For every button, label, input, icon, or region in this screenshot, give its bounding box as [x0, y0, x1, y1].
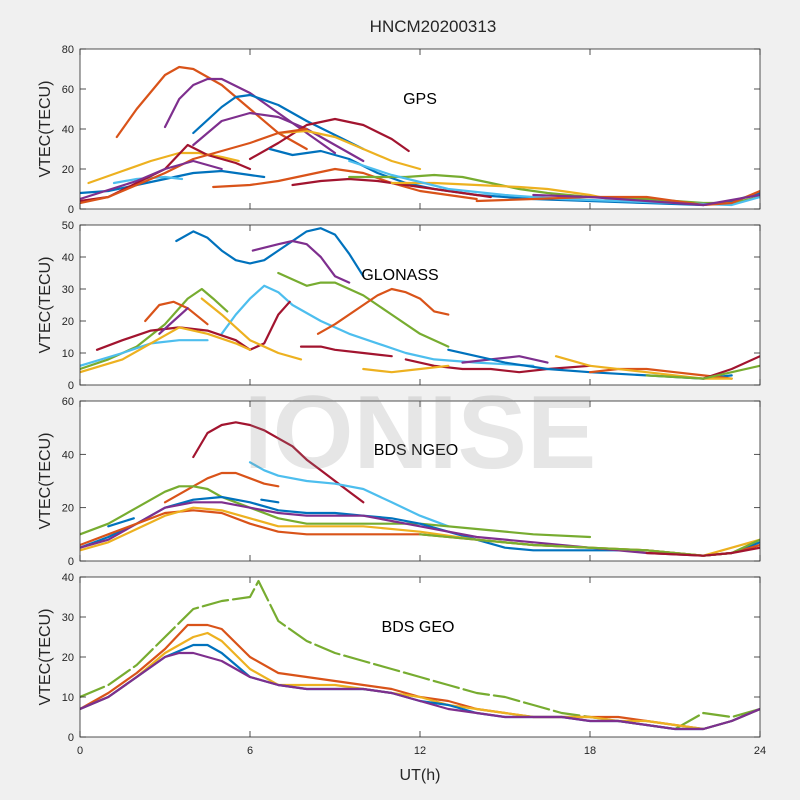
- series-line: [362, 364, 450, 374]
- series-line: [80, 651, 760, 731]
- constellation-label: GLONASS: [361, 267, 438, 284]
- series-line: [251, 239, 351, 284]
- series-line: [80, 326, 252, 374]
- series-line: [80, 579, 760, 731]
- series-group: [80, 579, 760, 731]
- y-tick-label: 30: [62, 284, 74, 296]
- y-tick-label: 50: [62, 220, 74, 232]
- series-line: [248, 461, 450, 528]
- series-line: [163, 471, 280, 504]
- y-tick-label: 40: [62, 124, 74, 136]
- series-line: [390, 181, 620, 203]
- y-tick-label: 0: [68, 380, 74, 392]
- series-line: [175, 227, 365, 278]
- subplot-4: 0 10 20 30 40 0 6 12 18 24 VTEC(TECU) BDS GEO: [37, 572, 766, 757]
- x-axis-label: UT(h): [400, 767, 441, 784]
- series-line: [80, 169, 266, 195]
- series-line: [192, 93, 365, 151]
- y-tick-label: 60: [62, 84, 74, 96]
- series-line: [248, 117, 410, 161]
- y-tick-label: 10: [62, 692, 74, 704]
- y-tick-label: 10: [62, 348, 74, 360]
- y-tick-label: 20: [62, 652, 74, 664]
- y-tick-label: 20: [62, 503, 74, 515]
- y-axis-label: VTEC(TECU): [37, 609, 54, 706]
- series-line: [277, 129, 422, 171]
- y-tick-label: 0: [68, 204, 74, 216]
- series-line: [80, 501, 760, 557]
- y-tick-label: 0: [68, 556, 74, 568]
- series-group: [80, 421, 760, 557]
- series-line: [277, 271, 450, 348]
- figure-title: HNCM20200313: [370, 17, 497, 36]
- series-line: [554, 355, 733, 380]
- series-line: [532, 193, 760, 207]
- series-line: [316, 287, 450, 335]
- plot-area: [80, 225, 760, 385]
- series-line: [212, 167, 478, 201]
- plot-area: [80, 577, 760, 737]
- watermark: IONISE: [244, 375, 597, 491]
- subplot-2: 0 10 20 30 40 50 VTEC(TECU) GLONASS: [37, 220, 761, 392]
- series-line: [192, 421, 365, 504]
- series-line: [461, 355, 549, 364]
- series-line: [645, 364, 760, 380]
- series-line: [144, 300, 209, 326]
- series-line: [158, 307, 189, 335]
- x-tick-label: 24: [754, 745, 766, 757]
- series-line: [80, 287, 229, 371]
- series-line: [248, 300, 291, 351]
- y-tick-label: 40: [62, 252, 74, 264]
- series-line: [107, 517, 135, 528]
- y-tick-label: 20: [62, 164, 74, 176]
- y-axis-label: VTEC(TECU): [37, 81, 54, 178]
- series-line: [645, 546, 760, 557]
- series-line: [475, 189, 760, 207]
- x-tick-label: 6: [247, 745, 253, 757]
- series-line: [163, 77, 337, 155]
- series-line: [80, 631, 760, 731]
- y-axis-label: VTEC(TECU): [37, 433, 54, 530]
- series-line: [220, 284, 535, 367]
- constellation-label: BDS GEO: [382, 619, 455, 636]
- series-group: [80, 227, 760, 380]
- y-tick-label: 60: [62, 396, 74, 408]
- y-tick-label: 0: [68, 732, 74, 744]
- x-tick-label: 0: [77, 745, 83, 757]
- constellation-label: GPS: [403, 91, 437, 108]
- series-line: [299, 345, 393, 358]
- y-axis-label: VTEC(TECU): [37, 257, 54, 354]
- series-line: [260, 498, 280, 504]
- y-tick-label: 40: [62, 449, 74, 461]
- series-group: [80, 65, 760, 207]
- series-line: [192, 111, 365, 163]
- series-line: [80, 127, 308, 205]
- x-tick-label: 12: [414, 745, 426, 757]
- series-line: [200, 297, 303, 361]
- y-tick-label: 80: [62, 44, 74, 56]
- series-line: [115, 65, 308, 151]
- y-tick-label: 40: [62, 572, 74, 584]
- x-tick-label: 18: [584, 745, 596, 757]
- series-line: [80, 159, 223, 201]
- subplot-3: 0 20 40 60 VTEC(TECU) BDS NGEO: [37, 396, 761, 568]
- y-tick-label: 30: [62, 612, 74, 624]
- subplot-1: 0 20 40 60 80 VTEC(TECU) GPS: [37, 44, 761, 216]
- constellation-label: BDS NGEO: [374, 442, 458, 459]
- series-line: [80, 485, 592, 539]
- y-tick-label: 20: [62, 316, 74, 328]
